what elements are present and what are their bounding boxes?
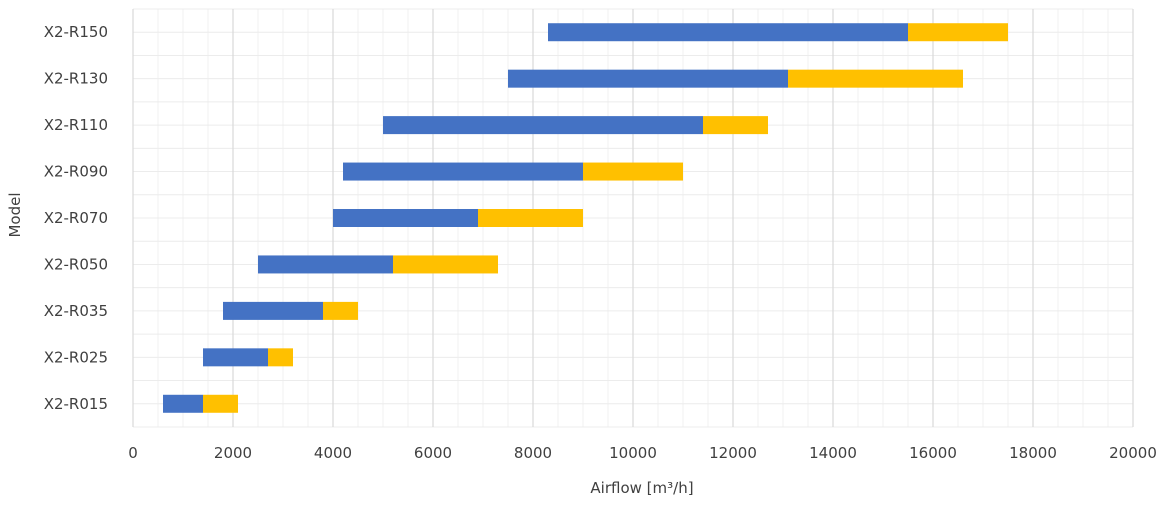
x-tick-label: 8000 — [514, 444, 552, 462]
x-tick-label: 18000 — [1009, 444, 1057, 462]
y-tick-labels: X2-R015 X2-R025 X2-R035 X2-R050 X2-R070 X2-R0… — [44, 23, 108, 413]
y-tick-label: X2-R110 — [44, 116, 108, 134]
bar-segment — [583, 162, 683, 181]
bar-segment — [323, 301, 358, 320]
bar-marks — [163, 23, 1008, 413]
y-tick-label: X2-R070 — [44, 209, 108, 227]
bar-segment — [393, 255, 498, 274]
bar-segment — [258, 255, 393, 274]
x-axis-title: Airflow [m³/h] — [590, 479, 693, 497]
bar-segment — [508, 69, 788, 88]
y-tick-label: X2-R015 — [44, 395, 108, 413]
bar-segment — [478, 209, 583, 227]
x-tick-label: 12000 — [709, 444, 757, 462]
x-tick-label: 14000 — [809, 444, 857, 462]
x-tick-label: 16000 — [909, 444, 957, 462]
x-tick-label: 20000 — [1109, 444, 1157, 462]
y-axis-title: Model — [6, 192, 24, 237]
x-tick-label: 6000 — [414, 444, 452, 462]
bar-segment — [383, 116, 703, 135]
bar-segment — [163, 394, 203, 413]
bar-segment — [223, 301, 323, 320]
bar-segment — [908, 23, 1008, 42]
bar-segment — [203, 348, 268, 367]
x-tick-label: 2000 — [214, 444, 252, 462]
y-tick-label: X2-R035 — [44, 302, 108, 320]
bar-segment — [548, 23, 908, 42]
bar-segment — [343, 162, 583, 181]
x-tick-label: 10000 — [609, 444, 657, 462]
y-tick-label: X2-R025 — [44, 348, 108, 366]
x-tick-label: 0 — [128, 444, 138, 462]
x-tick-labels: 0 2000 4000 6000 8000 10000 12000 14000 16000 180… — [128, 444, 1157, 462]
y-tick-label: X2-R150 — [44, 23, 108, 41]
bar-segment — [788, 69, 963, 88]
x-tick-label: 4000 — [314, 444, 352, 462]
bar-segment — [268, 348, 293, 367]
y-tick-label: X2-R090 — [44, 163, 108, 181]
bar-segment — [703, 116, 768, 135]
bar-segment — [203, 394, 238, 413]
y-tick-label: X2-R130 — [44, 70, 108, 88]
y-tick-label: X2-R050 — [44, 255, 108, 273]
bar-segment — [333, 209, 478, 227]
